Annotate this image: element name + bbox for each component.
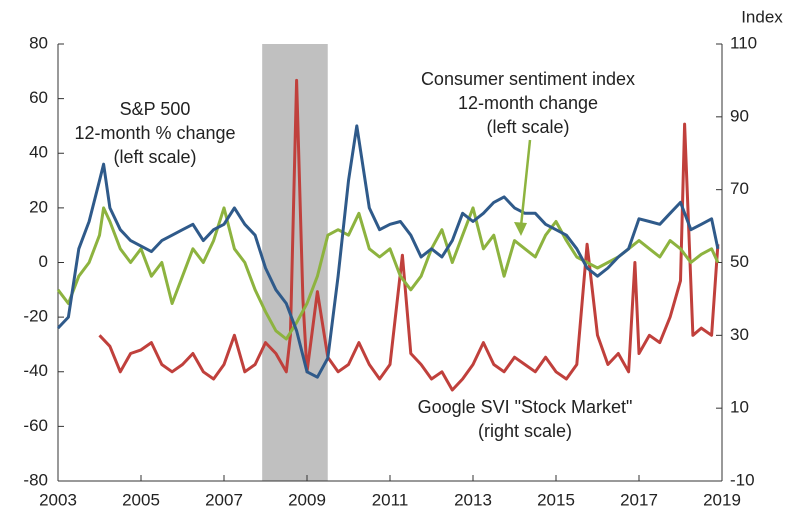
- y2-tick-label: 90: [730, 106, 749, 125]
- y2-tick-label: 110: [730, 33, 757, 52]
- y2-tick-label: -10: [730, 470, 755, 489]
- x-tick-label: 2019: [703, 490, 741, 509]
- annotation: (right scale): [478, 421, 572, 441]
- y-tick-label: -60: [23, 416, 48, 435]
- y-tick-label: -80: [23, 470, 48, 489]
- annotation: 12-month % change: [74, 123, 235, 143]
- x-tick-label: 2017: [620, 490, 658, 509]
- x-tick-label: 2013: [454, 490, 492, 509]
- y-tick-label: 20: [29, 197, 48, 216]
- annotation: Consumer sentiment index: [421, 69, 635, 89]
- y-tick-label: -20: [23, 307, 48, 326]
- annotation: (left scale): [486, 117, 569, 137]
- y2-tick-label: 70: [730, 179, 749, 198]
- y-tick-label: 0: [39, 252, 48, 271]
- annotation: (left scale): [113, 147, 196, 167]
- annotation: S&P 500: [120, 99, 191, 119]
- y-tick-label: 60: [29, 88, 48, 107]
- y2-tick-label: 10: [730, 398, 749, 417]
- annotation: Google SVI "Stock Market": [418, 397, 633, 417]
- annotation-arrowhead: [514, 222, 527, 236]
- annotation: 12-month change: [458, 93, 598, 113]
- right-axis-label: Index: [741, 7, 783, 26]
- x-tick-label: 2011: [372, 490, 409, 509]
- x-tick-label: 2003: [39, 490, 77, 509]
- annotation-arrow: [519, 139, 532, 227]
- y2-tick-label: 30: [730, 325, 749, 344]
- x-tick-label: 2007: [205, 490, 243, 509]
- x-tick-label: 2005: [122, 490, 160, 509]
- series-line: [56, 206, 720, 341]
- y-tick-label: 80: [29, 33, 48, 52]
- y-tick-label: 40: [29, 143, 48, 162]
- x-tick-label: 2009: [288, 490, 326, 509]
- series-line: [98, 78, 720, 392]
- series-line: [56, 124, 720, 379]
- y2-tick-label: 50: [730, 252, 749, 271]
- x-tick-label: 2015: [537, 490, 575, 509]
- y-tick-label: -40: [23, 361, 48, 380]
